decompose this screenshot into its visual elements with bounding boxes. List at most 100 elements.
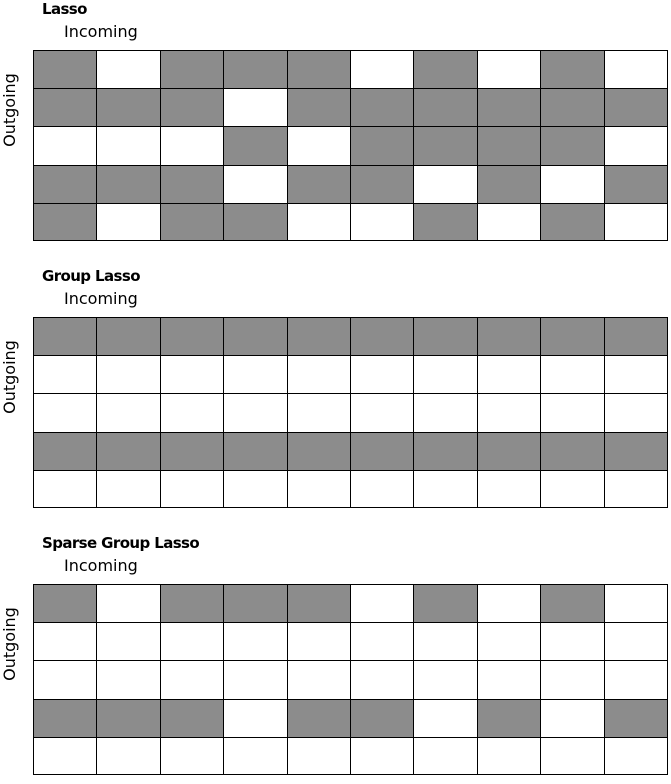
matrix-cell-inactive	[540, 698, 604, 737]
matrix-cell-active	[540, 88, 604, 127]
matrix-cell-inactive	[286, 660, 351, 699]
matrix-cell-inactive	[603, 736, 668, 775]
matrix-cell-active	[603, 698, 668, 737]
matrix-cell-active	[286, 431, 351, 470]
matrix-cell-active	[413, 317, 477, 356]
matrix-cell-inactive	[286, 355, 351, 394]
matrix-cell-inactive	[96, 355, 160, 394]
matrix-cell-active	[159, 88, 224, 127]
matrix-cell-active	[540, 317, 604, 356]
matrix-cell-active	[350, 164, 414, 203]
matrix-cell-active	[33, 50, 97, 89]
matrix-row	[33, 355, 668, 394]
matrix-cell-active	[413, 126, 477, 165]
panel-title: Sparse Group Lasso	[42, 534, 200, 552]
matrix-cell-active	[223, 126, 287, 165]
matrix-cell-inactive	[603, 355, 668, 394]
matrix-cell-inactive	[223, 469, 287, 508]
matrix-cell-inactive	[286, 469, 351, 508]
matrix-cell-inactive	[603, 393, 668, 432]
matrix-cell-inactive	[603, 660, 668, 699]
matrix-row	[33, 317, 668, 356]
matrix-cell-inactive	[603, 584, 668, 623]
matrix-cell-active	[286, 698, 351, 737]
matrix-cell-inactive	[350, 355, 414, 394]
matrix-row	[33, 431, 668, 470]
matrix-cell-active	[603, 88, 668, 127]
matrix-cell-active	[96, 317, 160, 356]
matrix-cell-active	[540, 50, 604, 89]
matrix-cell-inactive	[96, 660, 160, 699]
matrix-cell-inactive	[540, 660, 604, 699]
matrix-cell-inactive	[413, 469, 477, 508]
matrix-cell-inactive	[223, 355, 287, 394]
matrix-cell-inactive	[413, 698, 477, 737]
matrix-grid	[33, 317, 668, 508]
matrix-cell-active	[286, 50, 351, 89]
matrix-cell-inactive	[350, 469, 414, 508]
matrix-cell-inactive	[540, 393, 604, 432]
matrix-cell-inactive	[476, 202, 541, 241]
matrix-cell-inactive	[96, 584, 160, 623]
matrix-cell-inactive	[413, 622, 477, 661]
matrix-cell-inactive	[223, 88, 287, 127]
matrix-cell-active	[540, 584, 604, 623]
matrix-row	[33, 698, 668, 737]
matrix-cell-inactive	[540, 736, 604, 775]
matrix-cell-active	[159, 584, 224, 623]
matrix-cell-active	[350, 317, 414, 356]
matrix-cell-inactive	[33, 393, 97, 432]
matrix-grid	[33, 50, 668, 241]
matrix-cell-active	[33, 431, 97, 470]
panel-title: Lasso	[42, 0, 87, 18]
x-axis-label: Incoming	[64, 556, 138, 575]
matrix-cell-active	[286, 584, 351, 623]
matrix-cell-active	[223, 202, 287, 241]
matrix-cell-inactive	[159, 355, 224, 394]
matrix-cell-inactive	[540, 355, 604, 394]
matrix-cell-inactive	[476, 660, 541, 699]
matrix-cell-inactive	[350, 202, 414, 241]
matrix-cell-inactive	[603, 126, 668, 165]
matrix-cell-active	[33, 164, 97, 203]
matrix-cell-inactive	[96, 50, 160, 89]
panel-title: Group Lasso	[42, 267, 141, 285]
matrix-cell-active	[350, 698, 414, 737]
matrix-cell-inactive	[413, 736, 477, 775]
matrix-cell-inactive	[350, 736, 414, 775]
matrix-cell-inactive	[350, 584, 414, 623]
matrix-cell-active	[159, 164, 224, 203]
matrix-cell-inactive	[96, 393, 160, 432]
matrix-cell-inactive	[96, 736, 160, 775]
matrix-row	[33, 164, 668, 203]
matrix-cell-inactive	[476, 355, 541, 394]
matrix-cell-inactive	[33, 660, 97, 699]
y-axis-label: Outgoing	[0, 340, 19, 414]
matrix-cell-active	[33, 698, 97, 737]
matrix-row	[33, 50, 668, 89]
x-axis-label: Incoming	[64, 22, 138, 41]
matrix-cell-active	[96, 698, 160, 737]
matrix-cell-inactive	[476, 50, 541, 89]
matrix-cell-inactive	[223, 736, 287, 775]
matrix-cell-active	[540, 202, 604, 241]
matrix-row	[33, 622, 668, 661]
matrix-cell-active	[96, 88, 160, 127]
matrix-cell-active	[413, 88, 477, 127]
matrix-cell-inactive	[223, 660, 287, 699]
matrix-cell-active	[286, 164, 351, 203]
matrix-cell-active	[476, 88, 541, 127]
matrix-cell-active	[33, 317, 97, 356]
matrix-cell-inactive	[476, 622, 541, 661]
matrix-row	[33, 584, 668, 623]
matrix-cell-active	[350, 126, 414, 165]
matrix-cell-inactive	[350, 660, 414, 699]
matrix-cell-inactive	[350, 622, 414, 661]
matrix-cell-inactive	[286, 202, 351, 241]
matrix-row	[33, 88, 668, 127]
matrix-cell-active	[223, 317, 287, 356]
matrix-cell-active	[33, 88, 97, 127]
matrix-cell-inactive	[96, 202, 160, 241]
matrix-cell-inactive	[413, 660, 477, 699]
matrix-cell-active	[159, 431, 224, 470]
